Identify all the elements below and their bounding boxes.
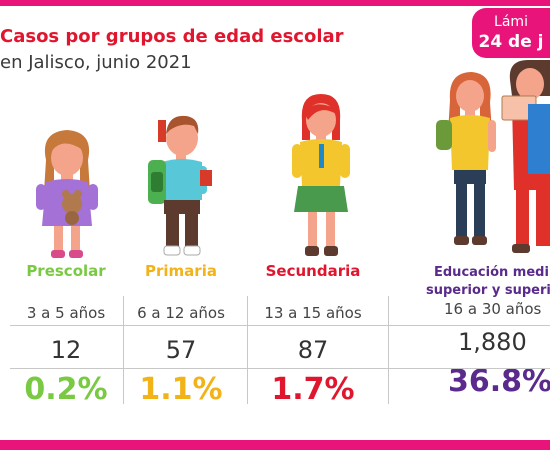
- group-label: Prescolar: [26, 262, 106, 280]
- badge-line-2: 24 de j: [478, 32, 544, 52]
- column-divider: [247, 296, 248, 404]
- age-range: 13 a 15 años: [264, 304, 362, 322]
- case-percent: 1.7%: [271, 372, 355, 407]
- badge-line-1: Lámi: [494, 14, 528, 30]
- group-educacion-media-superior: Educación medi superior y superi 16 a 30…: [420, 262, 550, 399]
- page-subtitle: en Jalisco, junio 2021: [0, 52, 192, 73]
- group-primaria: Primaria 6 a 12 años 57 1.1%: [125, 262, 237, 407]
- group-label: Educación medi superior y superi: [420, 264, 550, 300]
- row-divider: [10, 368, 550, 369]
- column-divider: [123, 296, 124, 404]
- age-range: 16 a 30 años: [444, 300, 542, 318]
- group-label-line-2: superior y superi: [426, 283, 550, 298]
- slide-badge: Lámi 24 de j: [472, 8, 550, 58]
- group-label: Secundaria: [265, 262, 361, 280]
- row-divider: [10, 325, 550, 326]
- case-percent: 0.2%: [24, 372, 108, 407]
- group-prescolar: Prescolar 3 a 5 años 12 0.2%: [10, 262, 122, 407]
- case-count: 12: [50, 336, 82, 364]
- column-divider: [388, 296, 389, 404]
- page-title: Casos por grupos de edad escolar: [0, 26, 344, 47]
- group-secundaria: Secundaria 13 a 15 años 87 1.7%: [251, 262, 375, 407]
- age-range: 6 a 12 años: [137, 304, 225, 322]
- case-count: 57: [165, 336, 197, 364]
- case-percent: 1.1%: [139, 372, 223, 407]
- case-percent: 36.8%: [448, 364, 550, 399]
- preschool-girl-with-teddy-icon: [36, 130, 98, 258]
- secondary-schoolgirl-icon: [292, 94, 350, 256]
- university-students-icon: [436, 60, 550, 253]
- case-count: 1,880: [458, 328, 527, 356]
- bottom-accent-bar: [0, 440, 550, 450]
- group-label-line-1: Educación medi: [434, 265, 549, 280]
- schoolboy-with-backpack-icon: [148, 115, 212, 256]
- case-count: 87: [297, 336, 329, 364]
- group-label: Primaria: [145, 262, 217, 280]
- top-accent-bar: [0, 0, 550, 6]
- age-range: 3 a 5 años: [26, 304, 106, 322]
